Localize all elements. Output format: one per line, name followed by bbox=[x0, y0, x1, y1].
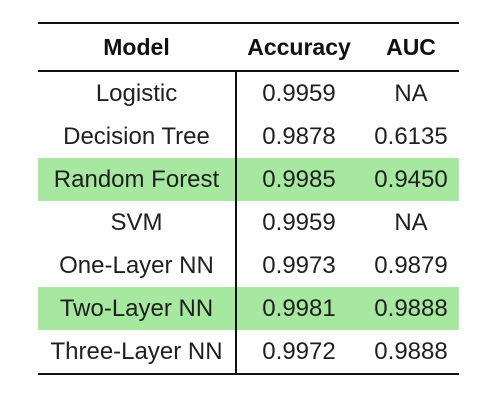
header-rule bbox=[38, 70, 459, 72]
auc-cell: NA bbox=[394, 79, 428, 107]
top-rule bbox=[38, 22, 459, 24]
model-cell: SVM bbox=[110, 208, 163, 236]
accuracy-cell: 0.9959 bbox=[262, 79, 336, 107]
header-row: Model Accuracy AUC bbox=[38, 24, 459, 70]
model-cell: One-Layer NN bbox=[59, 251, 214, 279]
auc-cell: NA bbox=[394, 208, 428, 236]
auc-cell: 0.9888 bbox=[374, 337, 448, 365]
table-row: Two-Layer NN 0.9981 0.9888 bbox=[38, 287, 459, 330]
model-cell: Random Forest bbox=[53, 165, 220, 193]
table-body: Logistic 0.9959 NA Decision Tree 0.9878 … bbox=[38, 72, 459, 373]
table-row: One-Layer NN 0.9973 0.9879 bbox=[38, 244, 459, 287]
header-model: Model bbox=[103, 33, 170, 60]
model-cell: Decision Tree bbox=[63, 122, 210, 150]
table-row: Random Forest 0.9985 0.9450 bbox=[38, 158, 459, 201]
bottom-rule bbox=[38, 373, 459, 375]
model-cell: Two-Layer NN bbox=[59, 294, 214, 322]
auc-cell: 0.6135 bbox=[374, 122, 448, 150]
accuracy-cell: 0.9973 bbox=[262, 251, 336, 279]
table-row: Decision Tree 0.9878 0.6135 bbox=[38, 115, 459, 158]
model-cell: Logistic bbox=[95, 79, 178, 107]
auc-cell: 0.9450 bbox=[374, 165, 448, 193]
auc-cell: 0.9888 bbox=[374, 294, 448, 322]
header-auc: AUC bbox=[386, 33, 436, 60]
table-row: Logistic 0.9959 NA bbox=[38, 72, 459, 115]
accuracy-cell: 0.9959 bbox=[262, 208, 336, 236]
accuracy-cell: 0.9981 bbox=[262, 294, 336, 322]
accuracy-cell: 0.9878 bbox=[262, 122, 336, 150]
auc-cell: 0.9879 bbox=[374, 251, 448, 279]
column-divider bbox=[235, 72, 237, 373]
table-row: Three-Layer NN 0.9972 0.9888 bbox=[38, 330, 459, 373]
results-table: Model Accuracy AUC Logistic 0.9959 NA De… bbox=[38, 22, 459, 375]
table-row: SVM 0.9959 NA bbox=[38, 201, 459, 244]
accuracy-cell: 0.9985 bbox=[262, 165, 336, 193]
accuracy-cell: 0.9972 bbox=[262, 337, 336, 365]
model-cell: Three-Layer NN bbox=[50, 337, 223, 365]
header-accuracy: Accuracy bbox=[247, 33, 351, 60]
